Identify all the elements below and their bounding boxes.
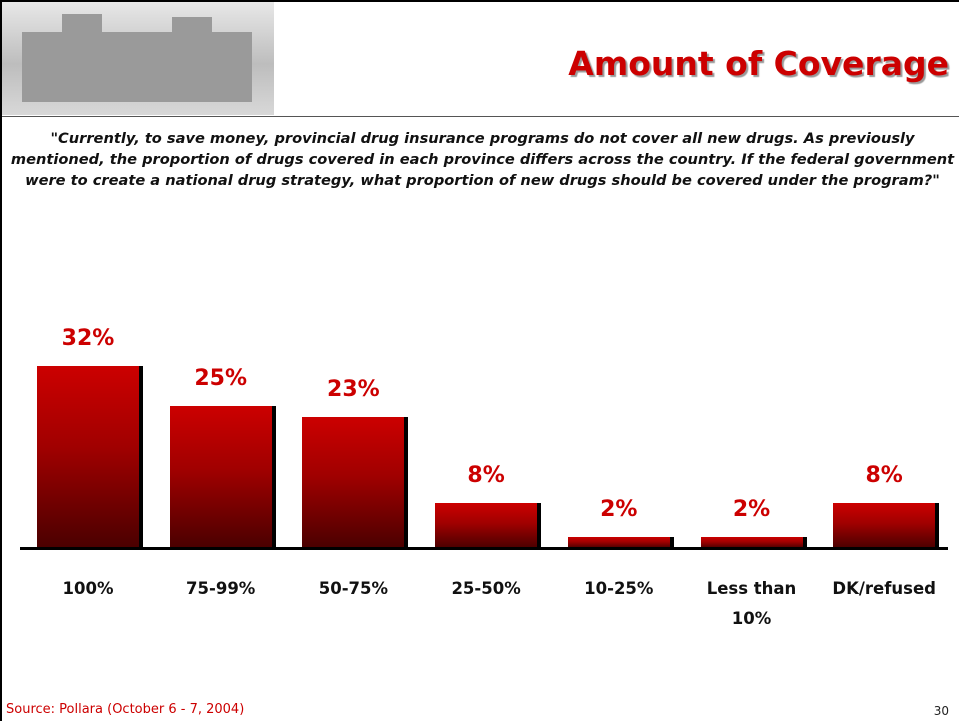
source: Source: Pollara (October 6 - 7, 2004) bbox=[6, 702, 245, 717]
category-label: 25-50% bbox=[451, 579, 521, 598]
bar bbox=[37, 366, 139, 548]
value-label: 25% bbox=[194, 365, 248, 391]
bar bbox=[302, 417, 405, 548]
question-text: "Currently, to save money, provincial dr… bbox=[10, 130, 955, 189]
bar bbox=[169, 405, 272, 548]
bar bbox=[833, 502, 936, 548]
value-label: 8% bbox=[865, 462, 903, 488]
value-label: 2% bbox=[600, 496, 638, 522]
bar bbox=[435, 502, 538, 548]
category-label: 10-25% bbox=[584, 579, 654, 598]
value-label: 2% bbox=[732, 496, 771, 522]
baseline bbox=[20, 547, 948, 550]
header-photo bbox=[2, 2, 274, 115]
category-label: 75-99% bbox=[186, 579, 256, 598]
header-rule bbox=[2, 116, 959, 117]
bar bbox=[700, 536, 803, 548]
slide-title: Amount of Coverage bbox=[568, 44, 949, 83]
category-label: DK/refused bbox=[832, 579, 936, 598]
value-label: 23% bbox=[327, 377, 380, 403]
bar bbox=[567, 536, 670, 548]
value-label: 32% bbox=[61, 326, 115, 351]
category-label: 50-75% bbox=[318, 579, 389, 598]
value-label: 8% bbox=[467, 462, 505, 488]
page-number: 30 bbox=[933, 704, 949, 718]
category-label: 100% bbox=[62, 579, 114, 598]
category-label: Less than 10% bbox=[706, 579, 797, 628]
